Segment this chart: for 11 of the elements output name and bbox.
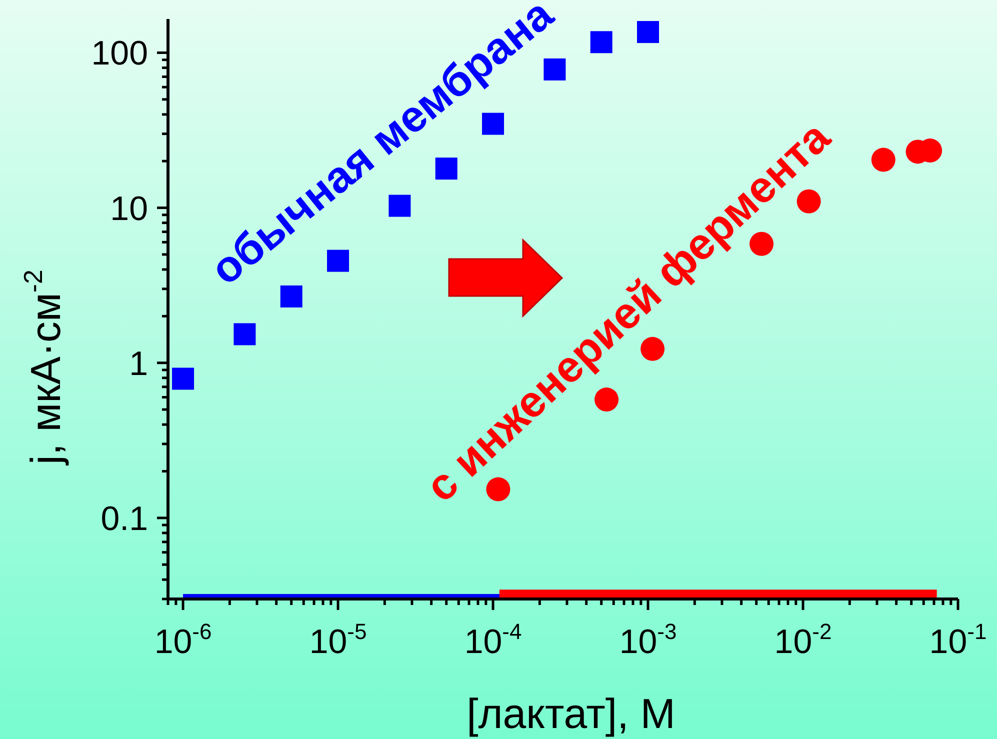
- y-tick-label: 0.1: [100, 500, 148, 538]
- x-tick-label: 10$^{-5}$: [309, 619, 367, 661]
- x-tick-label: 10$^{-6}$: [154, 619, 212, 661]
- y-tick-label: 10: [110, 190, 148, 228]
- x-tick-label: 10$^{-4}$: [464, 619, 522, 661]
- x-axis-title: [лактат], М: [466, 690, 676, 737]
- y-tick-label: 100: [91, 34, 148, 73]
- x-tick-label: 10$^{-2}$: [774, 619, 832, 661]
- y-tick-label: 1: [129, 344, 148, 383]
- x-tick-label: 10$^{-1}$: [929, 619, 987, 661]
- x-tick-label: 10$^{-3}$: [619, 619, 677, 661]
